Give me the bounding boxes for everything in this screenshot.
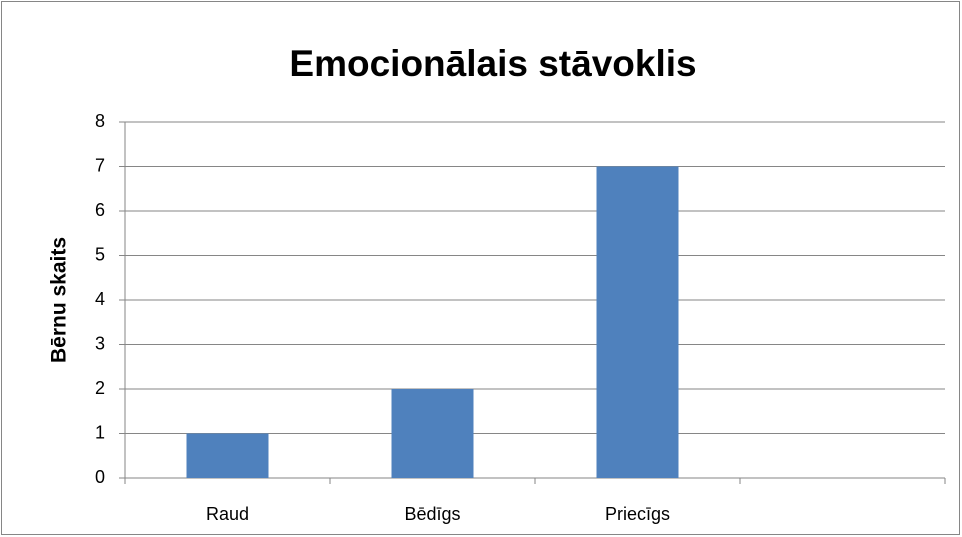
x-tick-label: Priecīgs [605,504,670,524]
y-axis-label: Bērnu skaits [48,237,71,363]
x-tick-label: Bēdīgs [404,504,460,524]
y-tick-label: 0 [95,467,105,487]
y-tick-label: 1 [95,422,105,442]
y-tick-label: 8 [95,111,105,131]
bar [596,166,679,478]
y-tick-label: 2 [95,378,105,398]
y-tick-label: 3 [95,333,105,353]
y-tick-label: 6 [95,200,105,220]
y-tick-label: 5 [95,244,105,264]
x-tick-label: Raud [206,504,249,524]
bar [186,433,269,478]
chart-title: Emocionālais stāvoklis [289,43,696,84]
bar [391,389,474,478]
y-tick-label: 7 [95,155,105,175]
y-tick-label: 4 [95,289,105,309]
